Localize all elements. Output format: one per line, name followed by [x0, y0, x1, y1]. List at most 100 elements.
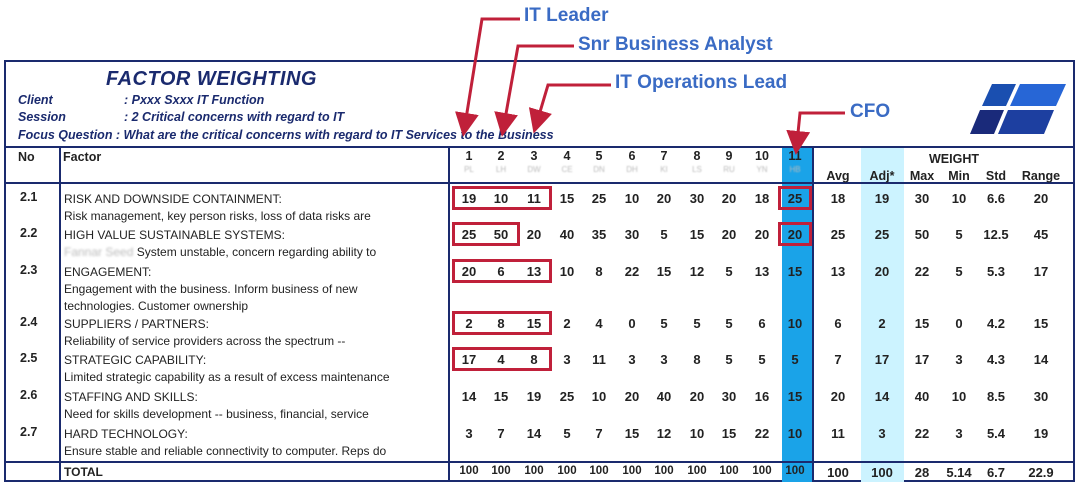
stat-cell: 45 [1033, 227, 1049, 242]
row-number: 2.5 [20, 351, 38, 365]
score-cell: 40 [656, 389, 672, 404]
total-score: 100 [687, 465, 707, 477]
stat-cell: 5 [955, 264, 963, 279]
header-top-border [6, 146, 1075, 148]
callout-cfo: CFO [850, 101, 891, 122]
participant-number-6: 6 [628, 149, 636, 163]
stat-cell: 5.4 [986, 426, 1006, 441]
highlight-box-cfo [778, 186, 812, 210]
participant-initials-1: PL [464, 165, 474, 174]
total-score: 100 [752, 465, 772, 477]
total-stat: 6.7 [986, 465, 1006, 480]
row-number: 2.7 [20, 425, 38, 439]
stat-cell: 6 [834, 316, 842, 331]
participant-number-8: 8 [693, 149, 701, 163]
score-cell: 15 [526, 316, 542, 331]
score-cell: 17 [461, 352, 477, 367]
company-logo [970, 84, 1066, 134]
participant-initials-9: RU [723, 165, 735, 174]
score-cell: 3 [660, 352, 668, 367]
score-cell: 10 [493, 191, 509, 206]
factor-weighting-sheet: FACTOR WEIGHTING Client : Pxxx Sxxx IT F… [4, 60, 1075, 482]
score-cell: 20 [787, 227, 803, 242]
score-cell: 22 [754, 426, 770, 441]
score-cell: 3 [465, 426, 473, 441]
highlight-box-cfo [778, 222, 812, 246]
score-cell: 5 [660, 316, 668, 331]
callout-snr-business-analyst: Snr Business Analyst [578, 34, 773, 55]
total-score: 100 [719, 465, 739, 477]
stat-cell: 11 [831, 426, 845, 441]
score-cell: 35 [591, 227, 607, 242]
score-cell: 4 [595, 316, 603, 331]
score-cell: 5 [725, 264, 733, 279]
stat-cell: 17 [874, 352, 890, 367]
total-score: 100 [459, 465, 479, 477]
score-cell: 10 [591, 389, 607, 404]
row-number: 2.4 [20, 315, 38, 329]
highlight-box-leaders [452, 259, 552, 283]
score-cell: 11 [527, 191, 541, 206]
score-cell: 5 [563, 426, 571, 441]
score-cell: 5 [725, 352, 733, 367]
stat-cell: 0 [955, 316, 963, 331]
score-cell: 6 [497, 264, 505, 279]
redacted-name: Fannar Seed [64, 245, 137, 259]
score-cell: 20 [754, 227, 770, 242]
stat-header-std: Std [985, 169, 1007, 183]
score-cell: 22 [624, 264, 640, 279]
stat-cell: 15 [914, 316, 930, 331]
score-cell: 16 [754, 389, 770, 404]
header-bottom-border [6, 182, 1075, 184]
factor-title: HIGH VALUE SUSTAINABLE SYSTEMS: [64, 228, 285, 242]
total-score: 100 [622, 465, 642, 477]
stat-cell: 17 [914, 352, 930, 367]
participant-number-10: 10 [755, 149, 769, 163]
score-cell: 3 [563, 352, 571, 367]
score-cell: 25 [787, 191, 803, 206]
stat-header-max: Max [909, 169, 935, 183]
divider-factor [448, 146, 450, 482]
stat-cell: 50 [914, 227, 930, 242]
factor-title: HARD TECHNOLOGY: [64, 427, 188, 441]
score-cell: 10 [559, 264, 575, 279]
session-label: Session [18, 110, 66, 124]
score-cell: 0 [628, 316, 636, 331]
score-cell: 20 [721, 227, 737, 242]
factor-title: SUPPLIERS / PARTNERS: [64, 317, 209, 331]
stat-cell: 10 [951, 191, 967, 206]
score-cell: 5 [758, 352, 766, 367]
total-top-border [6, 461, 1075, 463]
score-cell: 30 [624, 227, 640, 242]
score-cell: 11 [592, 352, 606, 367]
score-cell: 15 [787, 389, 803, 404]
total-stat: 100 [827, 465, 849, 480]
stat-header-adj-adj: Adj* [869, 169, 895, 183]
stat-cell: 22 [914, 426, 930, 441]
stat-cell: 2 [878, 316, 886, 331]
score-cell: 8 [497, 316, 505, 331]
score-cell: 25 [461, 227, 477, 242]
adjusted-column-highlight [861, 147, 904, 482]
total-score: 100 [491, 465, 511, 477]
score-cell: 15 [689, 227, 705, 242]
participant-number-3: 3 [530, 149, 538, 163]
score-cell: 20 [461, 264, 477, 279]
score-cell: 4 [497, 352, 505, 367]
score-cell: 12 [656, 426, 672, 441]
participant-initials-3: DW [527, 165, 541, 174]
row-number: 2.3 [20, 263, 38, 277]
total-label: TOTAL [64, 465, 103, 479]
highlight-box-leaders [452, 347, 552, 371]
stat-cell: 14 [874, 389, 890, 404]
stat-cell: 12.5 [983, 227, 1009, 242]
score-cell: 13 [526, 264, 542, 279]
score-cell: 20 [721, 191, 737, 206]
score-cell: 18 [754, 191, 770, 206]
score-cell: 8 [595, 264, 603, 279]
factor-description: Reliability of service providers across … [64, 334, 346, 348]
stat-cell: 19 [1033, 426, 1049, 441]
sheet-title: FACTOR WEIGHTING [106, 68, 317, 90]
participant-initials-4: CE [561, 165, 573, 174]
total-score: 100 [524, 465, 544, 477]
